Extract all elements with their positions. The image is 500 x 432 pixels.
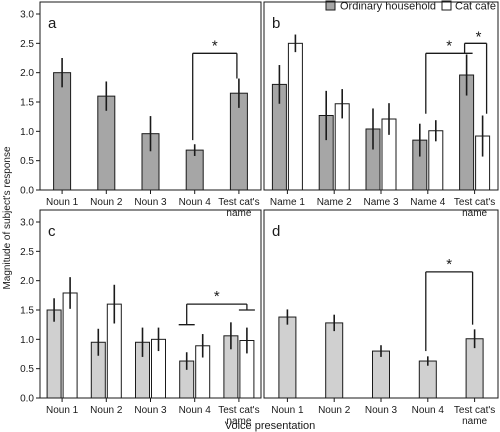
x-tick-label: Noun 2 — [90, 405, 123, 416]
x-tick-label: Noun 3 — [365, 405, 398, 416]
significance-star: * — [214, 288, 220, 305]
x-tick-label: Name 2 — [317, 197, 352, 208]
y-tick-label: 2.5 — [20, 39, 34, 50]
bar — [46, 309, 62, 399]
x-tick-label: Name 4 — [410, 197, 445, 208]
y-tick-label: 0.0 — [20, 394, 34, 405]
legend-swatch-household — [325, 0, 336, 11]
y-tick-label: 1.5 — [20, 98, 34, 109]
significance-star: * — [446, 37, 452, 54]
bar — [185, 149, 204, 191]
x-tick-label: name — [226, 416, 251, 427]
bar — [325, 322, 344, 399]
x-tick-label: Test cat's — [218, 197, 259, 208]
legend-label-cafe: Cat café — [455, 1, 496, 13]
bar — [278, 316, 297, 399]
x-tick-label: Noun 3 — [134, 405, 167, 416]
y-axis-label: Magnitude of subject's response — [2, 146, 13, 290]
x-tick-label: Noun 1 — [271, 405, 304, 416]
bar — [418, 360, 437, 399]
x-axis-label: Voice presentation — [225, 420, 316, 432]
legend-swatch-cafe — [441, 0, 452, 11]
x-tick-label: name — [462, 416, 487, 427]
panel-label: b — [272, 15, 280, 32]
panel-a: a 0.0 0.5 1.0 1.5 2.0 2.5 3.0 Noun 1 Noun 2 Noun 3… — [20, 1, 262, 219]
x-tick-label: name — [462, 208, 487, 219]
x-tick-label: Test cat's — [218, 405, 259, 416]
x-tick-label: name — [226, 208, 251, 219]
y-tick-label: 2.0 — [20, 68, 34, 79]
y-tick-label: 0.0 — [20, 186, 34, 197]
x-tick-label: Noun 1 — [46, 197, 79, 208]
significance-star: * — [212, 37, 218, 54]
y-tick-label: 2.0 — [20, 276, 34, 287]
panels: a 0.0 0.5 1.0 1.5 2.0 2.5 3.0 Noun 1 Noun 2 Noun 3… — [20, 1, 499, 427]
y-tick-label: 3.0 — [20, 218, 34, 229]
x-tick-label: Noun 4 — [179, 405, 212, 416]
y-tick-label: 3.0 — [20, 10, 34, 21]
significance-star: * — [446, 256, 452, 273]
panel-c: c 0.0 0.5 1.0 1.5 2.0 2.5 3.0 Noun 1 Noun 2 Noun 3… — [20, 209, 262, 427]
x-tick-label: Name 3 — [363, 197, 398, 208]
legend-label-household: Ordinary household — [340, 1, 436, 13]
x-tick-label: Noun 4 — [412, 405, 445, 416]
bar — [53, 72, 72, 191]
significance-star: * — [476, 28, 482, 45]
bar — [287, 42, 303, 191]
x-tick-label: Test cat's — [454, 405, 495, 416]
x-tick-label: Noun 3 — [134, 197, 167, 208]
panel-label: c — [48, 223, 56, 240]
y-tick-label: 1.0 — [20, 335, 34, 346]
bar — [372, 350, 390, 399]
y-tick-label: 1.5 — [20, 306, 34, 317]
y-tick-label: 0.5 — [20, 156, 34, 167]
x-tick-label: Noun 2 — [90, 197, 123, 208]
y-tick-label: 0.5 — [20, 364, 34, 375]
legend: Ordinary household Cat café — [325, 0, 496, 13]
x-tick-label: Name 1 — [270, 197, 305, 208]
x-tick-label: Noun 2 — [318, 405, 351, 416]
y-tick-label: 2.5 — [20, 247, 34, 258]
x-tick-label: Noun 4 — [179, 197, 212, 208]
x-tick-label: Test cat's — [454, 197, 495, 208]
panel-label: d — [272, 223, 280, 240]
panel-label: a — [48, 15, 57, 32]
x-tick-label: Noun 1 — [46, 405, 79, 416]
y-tick-label: 1.0 — [20, 127, 34, 138]
